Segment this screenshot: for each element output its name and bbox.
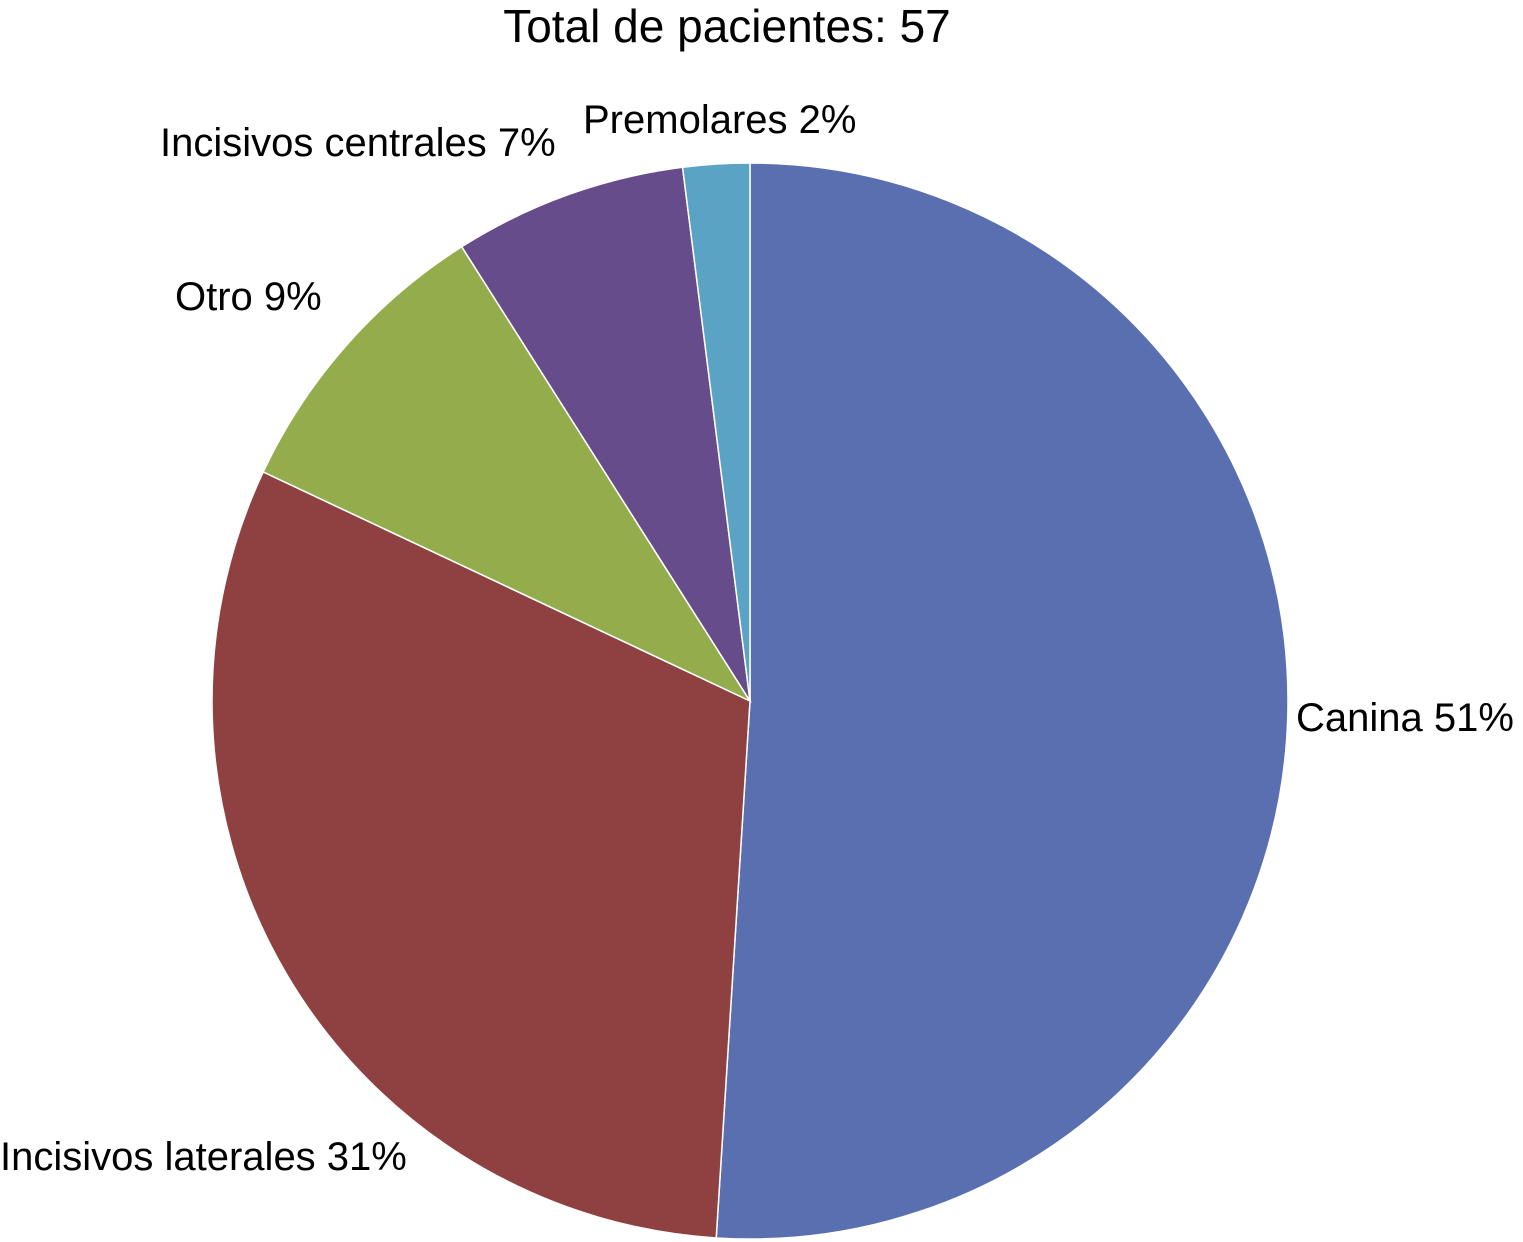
pie-slice-premolares [681,162,751,702]
slice-label-incisivos-laterales: Incisivos laterales 31% [0,1135,407,1179]
pie-slices [211,162,1289,1240]
slice-label-premolares: Premolares 2% [583,98,856,142]
pie-slice-incisivos-laterales [211,470,751,1239]
pie-slice-otro [262,245,753,703]
pie-slice-canina [715,162,1289,1240]
pie-slice-incisivos-centrales [460,166,751,702]
slice-label-incisivos-centrales: Incisivos centrales 7% [160,121,556,165]
chart-title: Total de pacientes: 57 [503,0,951,52]
slice-label-canina: Canina 51% [1296,696,1514,740]
slice-label-otro: Otro 9% [175,275,322,319]
